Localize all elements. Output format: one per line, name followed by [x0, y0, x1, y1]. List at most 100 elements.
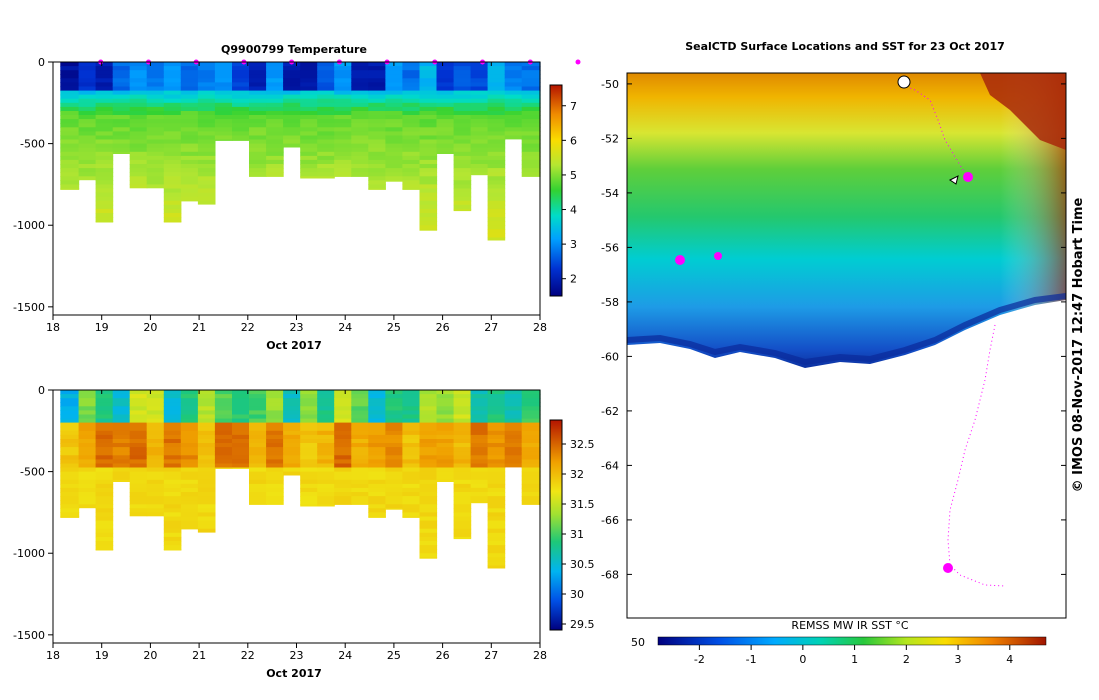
heatmap-cell: [334, 131, 352, 137]
heatmap-cell: [385, 483, 403, 489]
heatmap-cell: [180, 86, 199, 92]
heatmap-cell: [385, 94, 403, 100]
heatmap-cell: [487, 78, 506, 83]
heatmap-cell: [334, 479, 352, 485]
heatmap-cell: [163, 98, 182, 104]
heatmap-cell: [368, 471, 386, 477]
heatmap-cell: [317, 418, 335, 424]
heatmap-cell: [163, 74, 182, 79]
heatmap-cell: [368, 151, 386, 157]
heatmap-cell: [78, 74, 97, 79]
heatmap-cell: [95, 545, 114, 550]
heatmap-cell: [521, 131, 541, 137]
heatmap-cell: [163, 520, 182, 526]
heatmap-cell: [95, 536, 114, 542]
heatmap-cell: [317, 487, 335, 493]
heatmap-cell: [300, 147, 318, 153]
heatmap-cell: [180, 443, 199, 448]
heatmap-cell: [453, 524, 472, 530]
heatmap-cell: [300, 102, 318, 108]
heatmap-cell: [385, 135, 403, 141]
heatmap-cell: [60, 487, 80, 493]
imos-credit: © IMOS 08-Nov-2017 12:47 Hobart Time: [1071, 197, 1086, 492]
heatmap-cell: [60, 86, 80, 92]
heatmap-cell: [419, 402, 438, 407]
heatmap-cell: [521, 127, 541, 132]
heatmap-cell: [436, 426, 455, 432]
heatmap-cell: [385, 467, 403, 473]
heatmap-cell: [95, 196, 114, 202]
heatmap-cell: [368, 119, 386, 124]
heatmap-cell: [163, 168, 182, 173]
heatmap-cell: [283, 451, 301, 456]
heatmap-cell: [300, 139, 318, 145]
heatmap-cell: [521, 492, 541, 497]
heatmap-cell: [163, 139, 182, 145]
heatmap-cell: [453, 62, 472, 67]
heatmap-cell: [163, 106, 182, 112]
heatmap-cell: [112, 62, 131, 67]
heatmap-cell: [402, 184, 420, 190]
heatmap-cell: [95, 487, 114, 493]
temperature-heatmap: [60, 62, 541, 241]
heatmap-cell: [402, 90, 420, 96]
heatmap-cell: [112, 402, 131, 407]
heatmap-cell: [334, 394, 352, 399]
heatmap-cell: [197, 131, 216, 137]
heatmap-cell: [504, 78, 523, 83]
heatmap-cell: [95, 155, 114, 161]
heatmap-cell: [163, 516, 182, 522]
heatmap-cell: [487, 176, 506, 181]
heatmap-cell: [78, 172, 97, 177]
heatmap-cell: [300, 430, 318, 436]
heatmap-cell: [60, 447, 80, 452]
colorbar-tick-label: 32: [570, 468, 584, 481]
heatmap-cell: [249, 139, 267, 145]
heatmap-cell: [351, 172, 369, 177]
heatmap-cell: [95, 192, 114, 198]
heatmap-cell: [146, 422, 165, 428]
heatmap-cell: [214, 426, 233, 432]
heatmap-cell: [419, 475, 438, 481]
heatmap-cell: [419, 180, 438, 185]
heatmap-cell: [232, 402, 250, 407]
heatmap-cell: [129, 147, 148, 153]
heatmap-cell: [266, 426, 284, 432]
heatmap-cell: [317, 139, 335, 145]
heatmap-cell: [60, 106, 80, 112]
heatmap-cell: [163, 545, 182, 550]
heatmap-cell: [419, 434, 438, 440]
heatmap-cell: [419, 451, 438, 456]
heatmap-cell: [368, 168, 386, 173]
heatmap-cell: [78, 426, 97, 432]
x-tick-label: 18: [46, 649, 60, 662]
heatmap-cell: [436, 430, 455, 436]
heatmap-cell: [146, 176, 165, 181]
heatmap-cell: [351, 66, 369, 71]
heatmap-cell: [385, 74, 403, 79]
heatmap-cell: [385, 410, 403, 416]
heatmap-cell: [249, 82, 267, 88]
heatmap-cell: [317, 78, 335, 83]
heatmap-cell: [521, 82, 541, 88]
heatmap-cell: [249, 70, 267, 75]
heatmap-cell: [385, 508, 403, 510]
heatmap-cell: [436, 127, 455, 132]
heatmap-cell: [146, 414, 165, 420]
heatmap-cell: [334, 115, 352, 120]
heatmap-cell: [453, 443, 472, 448]
heatmap-cell: [419, 188, 438, 194]
heatmap-cell: [470, 147, 489, 153]
heatmap-cell: [146, 512, 165, 517]
heatmap-cell: [249, 402, 267, 407]
heatmap-cell: [419, 196, 438, 202]
heatmap-cell: [146, 119, 165, 124]
heatmap-cell: [60, 390, 80, 395]
heatmap-cell: [487, 443, 506, 448]
heatmap-cell: [402, 447, 420, 452]
seal-tracks: [675, 75, 1006, 587]
heatmap-cell: [95, 504, 114, 509]
heatmap-cell: [487, 159, 506, 165]
heatmap-cell: [470, 98, 489, 104]
heatmap-cell: [232, 422, 250, 428]
